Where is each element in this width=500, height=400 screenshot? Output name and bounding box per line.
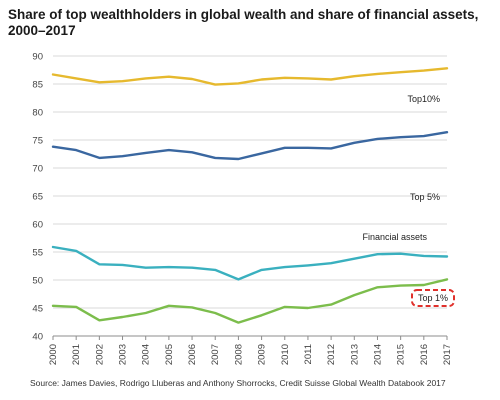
x-tick-label: 2009 xyxy=(257,344,268,365)
series-line-top10- xyxy=(51,67,449,86)
y-tick-label: 75 xyxy=(32,136,43,147)
y-tick-label: 40 xyxy=(32,332,43,343)
series-label-top10-: Top10% xyxy=(407,94,440,104)
x-tick-label: 2015 xyxy=(396,344,407,365)
x-tick-label: 2000 xyxy=(48,344,59,365)
x-tick-label: 2016 xyxy=(419,344,430,365)
y-tick-label: 65 xyxy=(32,192,43,203)
series-label-top-1-: Top 1% xyxy=(418,293,448,303)
x-axis-ticks: 2000 2001 2002 2003 2004 2005 2006 2007 2008 2009… xyxy=(48,336,453,365)
x-tick-label: 2006 xyxy=(187,344,198,365)
x-tick-label: 2001 xyxy=(71,344,82,365)
x-tick-label: 2004 xyxy=(141,344,152,365)
series-line-top-1- xyxy=(51,278,449,324)
series-label-top-5-: Top 5% xyxy=(410,192,440,202)
series-lines xyxy=(51,67,449,324)
x-tick-label: 2008 xyxy=(233,344,244,365)
x-tick-label: 2005 xyxy=(164,344,175,365)
y-tick-label: 45 xyxy=(32,304,43,315)
x-tick-label: 2003 xyxy=(118,344,129,365)
series-label-financial-assets: Financial assets xyxy=(362,232,427,242)
chart-title: Share of top wealthholders in global wea… xyxy=(8,7,479,38)
x-tick-label: 2007 xyxy=(210,344,221,365)
series-labels: Top10% Top 5% Financial assets Top 1% xyxy=(362,94,455,307)
x-tick-label: 2017 xyxy=(442,344,453,365)
x-tick-label: 2010 xyxy=(280,344,291,365)
y-axis-ticks: 40 45 50 55 60 65 70 75 80 85 90 xyxy=(32,52,43,343)
y-tick-label: 80 xyxy=(32,108,43,119)
y-tick-label: 60 xyxy=(32,220,43,231)
x-tick-label: 2014 xyxy=(372,344,383,365)
x-tick-label: 2002 xyxy=(94,344,105,365)
y-tick-label: 70 xyxy=(32,164,43,175)
series-line-top-5- xyxy=(51,130,449,161)
y-tick-label: 50 xyxy=(32,276,43,287)
x-tick-label: 2011 xyxy=(303,344,314,364)
series-line-financial-assets xyxy=(51,245,449,281)
x-tick-label: 2013 xyxy=(349,344,360,365)
gridlines xyxy=(53,55,447,309)
source-note: Source: James Davies, Rodrigo Lluberas a… xyxy=(30,378,446,388)
y-tick-label: 90 xyxy=(32,52,43,63)
y-tick-label: 55 xyxy=(32,248,43,259)
y-tick-label: 85 xyxy=(32,80,43,91)
highlight-box xyxy=(411,289,455,307)
x-tick-label: 2012 xyxy=(326,344,337,365)
